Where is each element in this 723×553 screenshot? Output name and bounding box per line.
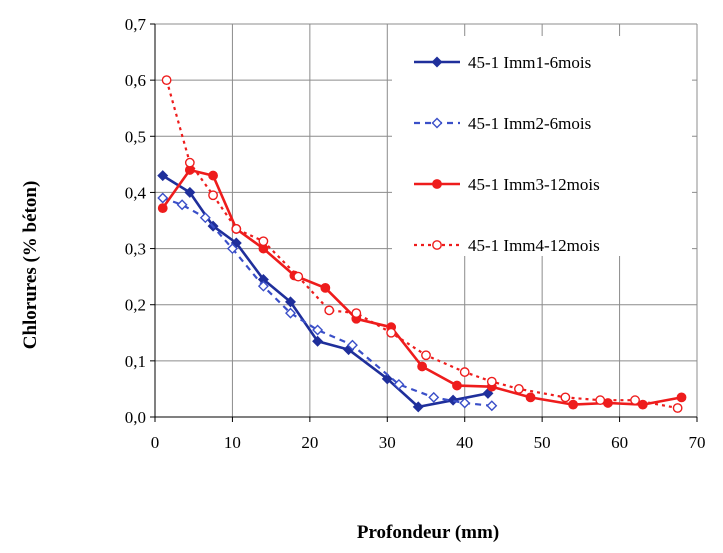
y-tick-label: 0,1 xyxy=(125,352,146,371)
data-point xyxy=(676,392,687,403)
data-point xyxy=(459,397,471,409)
legend-marker xyxy=(432,179,442,189)
x-tick-label: 0 xyxy=(151,433,160,452)
data-point xyxy=(157,203,168,214)
legend-marker xyxy=(432,240,442,250)
axes xyxy=(154,24,697,418)
x-tick-label: 70 xyxy=(689,433,706,452)
data-point xyxy=(560,392,571,403)
data-point xyxy=(285,307,296,319)
data-point xyxy=(595,395,606,406)
series-line xyxy=(162,196,492,407)
data-point xyxy=(258,236,269,247)
legend-label: 45-1 Imm4-12mois xyxy=(468,236,600,255)
x-tick-label: 20 xyxy=(301,433,318,452)
data-point xyxy=(199,212,211,224)
data-point xyxy=(486,400,498,412)
data-point xyxy=(285,296,296,308)
data-point xyxy=(320,282,331,293)
legend-marker xyxy=(431,56,443,68)
data-point xyxy=(672,403,683,413)
y-tick-label: 0,0 xyxy=(125,408,146,427)
data-point xyxy=(417,361,428,372)
legend-label: 45-1 Imm2-6mois xyxy=(468,114,591,133)
x-tick-label: 40 xyxy=(456,433,473,452)
legend: 45-1 Imm1-6mois 45-1 Imm2-6mois 45-1 Imm3-… xyxy=(392,36,692,256)
data-point xyxy=(157,192,169,204)
data-point xyxy=(257,280,269,292)
data-point xyxy=(346,339,358,351)
data-point xyxy=(381,373,393,385)
data-point xyxy=(452,380,462,391)
data-point xyxy=(312,335,324,347)
data-point xyxy=(637,399,648,410)
data-point xyxy=(324,305,335,316)
legend-marker xyxy=(431,117,443,129)
data-point xyxy=(486,376,497,387)
data-point xyxy=(393,378,405,390)
x-tick-label: 50 xyxy=(534,433,551,452)
data-point xyxy=(351,308,362,319)
data-point xyxy=(208,170,218,181)
data-point xyxy=(525,392,536,403)
y-tick-label: 0,6 xyxy=(125,71,146,90)
data-point xyxy=(161,75,172,86)
y-axis-ticks: 0,0 0,1 0,2 0,3 0,4 0,5 0,6 0,7 xyxy=(125,15,155,427)
data-point xyxy=(514,384,524,394)
data-point xyxy=(421,350,431,361)
y-tick-label: 0,4 xyxy=(125,183,147,202)
data-point xyxy=(184,186,196,198)
data-point xyxy=(630,395,640,406)
y-axis-title: Chlorures (% béton) xyxy=(20,181,41,350)
data-point xyxy=(157,170,169,182)
series-2 xyxy=(157,192,498,412)
data-point xyxy=(386,327,397,338)
series-layer xyxy=(157,75,687,413)
data-point xyxy=(459,367,470,377)
y-tick-label: 0,3 xyxy=(125,240,146,259)
data-point xyxy=(312,324,324,336)
data-point xyxy=(428,391,440,403)
x-tick-label: 60 xyxy=(611,433,628,452)
y-tick-label: 0,2 xyxy=(125,296,146,315)
y-tick-label: 0,7 xyxy=(125,15,147,34)
series-4 xyxy=(161,75,683,413)
data-point xyxy=(412,401,424,413)
x-tick-label: 10 xyxy=(224,433,241,452)
data-point xyxy=(568,399,579,410)
data-point xyxy=(208,190,218,201)
x-axis-ticks: 0 10 20 30 40 50 60 70 xyxy=(151,417,706,452)
data-point xyxy=(293,271,304,282)
data-point xyxy=(184,157,195,168)
x-axis-title: Profondeur (mm) xyxy=(357,522,499,543)
data-point xyxy=(176,199,188,211)
data-point xyxy=(226,243,238,255)
legend-label: 45-1 Imm3-12mois xyxy=(468,175,600,194)
legend-label: 45-1 Imm1-6mois xyxy=(468,53,591,72)
y-tick-label: 0,5 xyxy=(125,127,146,146)
x-tick-label: 30 xyxy=(379,433,396,452)
data-point xyxy=(231,224,242,234)
legend-background xyxy=(392,36,692,256)
